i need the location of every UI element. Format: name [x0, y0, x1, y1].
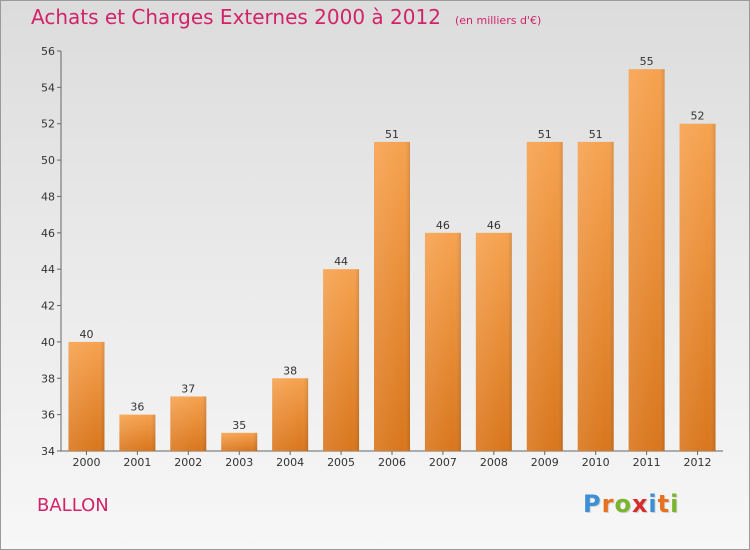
logo-letter: r [601, 490, 615, 518]
bar-value-label: 46 [436, 219, 450, 232]
bar-shade [628, 69, 665, 451]
x-tick-label: 2003 [225, 456, 253, 469]
chart-title: Achats et Charges Externes 2000 à 2012 [31, 5, 441, 29]
logo-letter: i [648, 490, 658, 518]
title-row: Achats et Charges Externes 2000 à 2012 (… [31, 5, 541, 29]
bar-value-label: 55 [640, 55, 654, 68]
bar-shade [475, 232, 512, 451]
y-tick-label: 52 [41, 118, 55, 131]
bar-shade [323, 269, 360, 451]
x-tick-label: 2008 [480, 456, 508, 469]
logo-letter: i [670, 490, 680, 518]
x-tick-label: 2011 [633, 456, 661, 469]
x-tick-label: 2009 [531, 456, 559, 469]
bar-value-label: 40 [79, 328, 93, 341]
bar-value-label: 44 [334, 255, 348, 268]
y-tick-label: 56 [41, 45, 55, 58]
logo-letter: P [583, 490, 602, 518]
bar-shade [577, 141, 614, 451]
bar-shade [170, 396, 207, 451]
bar-value-label: 38 [283, 364, 297, 377]
x-tick-label: 2001 [123, 456, 151, 469]
y-tick-label: 38 [41, 372, 55, 385]
y-tick-label: 50 [41, 154, 55, 167]
bar-shade [119, 414, 156, 451]
bar-shade [68, 341, 105, 451]
bar-shade [526, 141, 563, 451]
y-tick-label: 48 [41, 190, 55, 203]
y-tick-label: 44 [41, 263, 55, 276]
bar-shade [272, 378, 309, 451]
bar-value-label: 37 [181, 382, 195, 395]
y-tick-label: 46 [41, 227, 55, 240]
x-tick-label: 2007 [429, 456, 457, 469]
y-tick-label: 40 [41, 336, 55, 349]
bar-value-label: 51 [589, 128, 603, 141]
bar-value-label: 46 [487, 219, 501, 232]
bar-value-label: 36 [130, 401, 144, 414]
y-tick-label: 54 [41, 81, 55, 94]
x-tick-label: 2002 [174, 456, 202, 469]
logo-letter: x [631, 490, 649, 518]
x-tick-label: 2004 [276, 456, 304, 469]
bar-shade [221, 432, 258, 451]
bar-value-label: 51 [538, 128, 552, 141]
logo-letter: o [614, 490, 632, 518]
bar-shade [374, 141, 410, 451]
bar-value-label: 35 [232, 419, 246, 432]
proxiti-logo: Proxiti [583, 490, 679, 518]
bar-shade [424, 232, 461, 451]
commune-name: BALLON [37, 495, 109, 516]
x-tick-label: 2006 [378, 456, 406, 469]
x-tick-label: 2005 [327, 456, 355, 469]
y-tick-label: 42 [41, 300, 55, 313]
x-tick-label: 2010 [582, 456, 610, 469]
x-tick-label: 2012 [684, 456, 712, 469]
bar-shade [679, 123, 716, 452]
bar-value-label: 51 [385, 128, 399, 141]
y-tick-label: 36 [41, 409, 55, 422]
logo-letter: t [657, 490, 671, 518]
y-tick-label: 34 [41, 445, 55, 458]
chart-subtitle: (en milliers d'€) [454, 14, 542, 27]
x-tick-label: 2000 [72, 456, 100, 469]
bar-value-label: 52 [691, 110, 705, 123]
